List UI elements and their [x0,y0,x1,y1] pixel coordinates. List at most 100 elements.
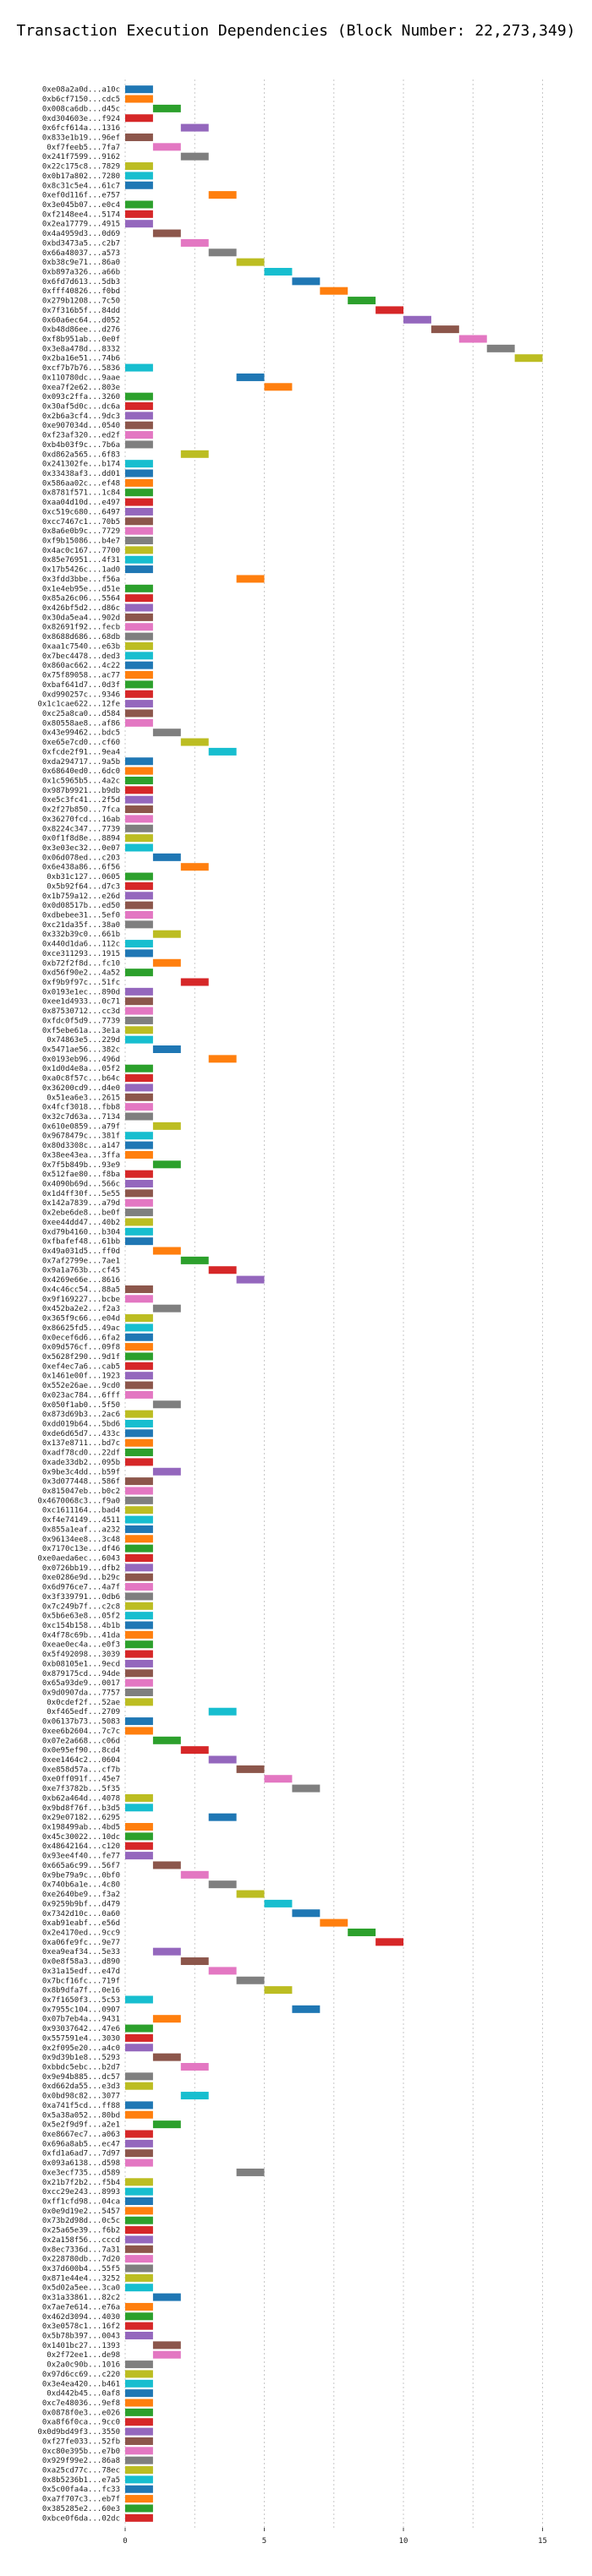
transaction-bar [208,1755,237,1764]
transaction-bar [236,1765,265,1773]
transaction-label: 0x552e26ae...9cd0 [42,1382,120,1390]
transaction-label: 0x85a26c06...5564 [42,595,120,603]
transaction-bar [152,143,181,151]
transaction-label: 0x1d4ff30f...5e55 [42,1190,120,1198]
transaction-bar [125,1506,153,1514]
transaction-label: 0x36270fcd...16ab [42,816,120,824]
x-tick-label: 5 [262,2537,266,2546]
transaction-label: 0x0f1f8d8e...8894 [42,835,120,843]
transaction-bar [125,220,153,228]
transaction-label: 0x7af2799e...7ae1 [42,1257,120,1265]
transaction-label: 0x8b5236b1...e7a5 [42,2476,120,2485]
transaction-bar [125,613,153,621]
transaction-bar [125,1852,153,1860]
transaction-label: 0xf7feeb5...7fa7 [47,144,120,152]
transaction-bar [180,863,209,871]
transaction-bar [152,2015,181,2023]
transaction-label: 0xff1cfd98...04ca [42,2197,120,2206]
transaction-bar [125,1209,153,1217]
transaction-label: 0x137e8711...bd7c [42,1439,120,1448]
transaction-label: 0x0e9d19e2...5457 [42,2208,120,2216]
transaction-label: 0xb48d86ee...d276 [42,326,120,335]
transaction-bar [125,1449,153,1457]
transaction-label: 0x30da5ea4...902d [42,614,120,622]
transaction-bar [125,1314,153,1323]
transaction-bar [292,1784,321,1793]
transaction-bar [125,133,153,141]
transaction-bar [125,2399,153,2407]
transaction-label: 0x241302fe...b174 [42,461,120,469]
transaction-bar [180,2062,209,2071]
transaction-label: 0x557591e4...3030 [42,2034,120,2043]
transaction-label: 0x2e4170ed...9cc9 [42,1929,120,1937]
transaction-bar [125,114,153,123]
transaction-bar [125,2485,153,2493]
transaction-bar [236,258,265,266]
transaction-label: 0x07e2a668...c06d [42,1737,120,1745]
transaction-label: 0x3d077448...586f [42,1478,120,1487]
transaction-label: 0x365f9c66...e04d [42,1315,120,1323]
transaction-bar [125,2130,153,2138]
transaction-label: 0xee1d4933...0c71 [42,998,120,1007]
transaction-bar [125,402,153,411]
transaction-bar [125,1381,153,1389]
transaction-label: 0x45c30022...10dc [42,1833,120,1842]
transaction-label: 0x8781f571...1c84 [42,489,120,498]
transaction-label: 0xc80e395b...e7b0 [42,2448,120,2456]
transaction-bar [125,872,153,881]
transaction-label: 0x0878f0e3...e026 [42,2409,120,2417]
transaction-label: 0xb4b03f9c...7b6a [42,441,120,450]
transaction-bar [125,1564,153,1572]
transaction-label: 0x75f89058...ac77 [42,672,120,680]
transaction-bar [125,1678,153,1687]
transaction-label: 0x5e2f9d9f...a2e1 [42,2121,120,2130]
transaction-bar [125,546,153,554]
transaction-bar [125,1103,153,1111]
transaction-label: 0x198499ab...4bd5 [42,1824,120,1832]
transaction-label: 0xdd019b64...5bd6 [42,1420,120,1428]
transaction-label: 0x80558ae8...af86 [42,719,120,728]
transaction-bar [125,1438,153,1447]
transaction-label: 0x879175cd...94de [42,1670,120,1678]
transaction-bar [208,248,237,257]
transaction-bar [125,412,153,420]
transaction-label: 0xc519c680...6497 [42,508,120,516]
transaction-bar [125,1362,153,1370]
transaction-label: 0x17b5426c...1ad0 [42,566,120,575]
transaction-bar [180,2092,209,2100]
transaction-bar [125,517,153,526]
transaction-bar [152,1947,181,1956]
transaction-label: 0x1e4eb95e...d51e [42,585,120,593]
transaction-label: 0x2a0c90b...1016 [47,2361,120,2370]
transaction-bar [125,2437,153,2445]
transaction-label: 0x8c31c5e4...61c7 [42,182,120,190]
transaction-bar [125,181,153,189]
transaction-bar [152,958,181,967]
transaction-bar [152,1304,181,1313]
transaction-label: 0x987b9921...b9db [42,787,120,795]
transaction-bar [125,1227,153,1236]
transaction-label: 0x5d02a5ee...3ca0 [42,2284,120,2293]
transaction-bar [152,930,181,938]
transaction-label: 0xbaf641d7...0d3f [42,681,120,690]
transaction-bar [125,2255,153,2263]
transaction-label: 0xe65e7cd0...cf60 [42,739,120,747]
transaction-bar [125,786,153,794]
transaction-bar [125,1352,153,1361]
transaction-label: 0xf465edf...2709 [47,1708,120,1716]
transaction-bar [125,1007,153,1015]
transaction-bar [125,2149,153,2158]
transaction-bar [458,335,487,343]
transaction-bar [152,1045,181,1054]
transaction-label: 0x86625fd5...49ac [42,1324,120,1333]
transaction-label: 0x21b7f2b2...f5b4 [42,2179,120,2187]
transaction-label: 0x873d69b3...2ac6 [42,1411,120,1419]
transaction-bar [125,2379,153,2388]
transaction-bar [125,2389,153,2398]
transaction-bar [180,1256,209,1264]
transaction-bar [208,1813,237,1821]
transaction-label: 0xe2640be9...f3a2 [42,1891,120,1899]
transaction-bar [125,834,153,843]
transaction-bar [430,325,459,334]
transaction-label: 0x07b7eb4a...9431 [42,2016,120,2024]
